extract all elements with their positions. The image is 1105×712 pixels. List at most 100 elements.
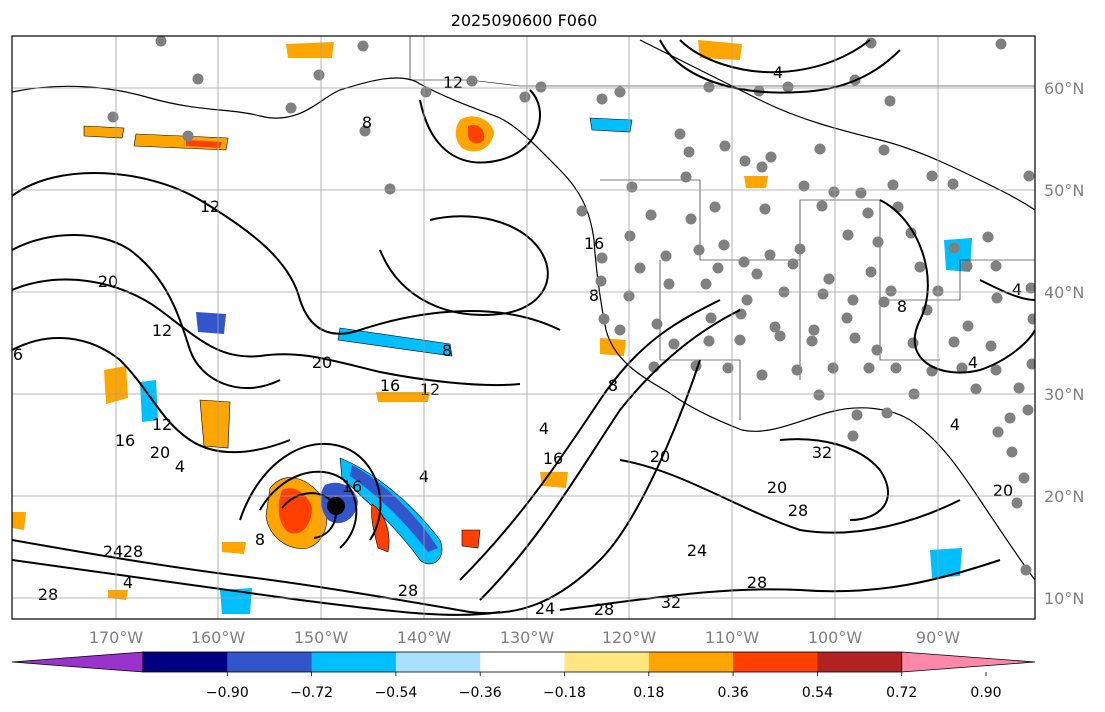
colorbar-tick-label: −0.54 xyxy=(374,685,417,701)
colorbar: −0.90 −0.72 −0.54 −0.36 −0.18 0.18 0.36 0.54 0.7… xyxy=(12,652,1035,701)
station-dot xyxy=(577,206,588,217)
contour-label: 12 xyxy=(420,380,440,399)
station-dot xyxy=(1028,314,1039,325)
station-dot xyxy=(891,363,902,374)
colorbar-extend-low xyxy=(12,652,143,672)
station-dot xyxy=(962,261,973,272)
colorbar-tick-label: 0.54 xyxy=(802,685,833,701)
station-dot xyxy=(757,162,768,173)
station-dot xyxy=(661,251,672,262)
latitude-labels: 60°N 50°N 40°N 30°N 20°N 10°N xyxy=(1044,79,1084,608)
colorbar-extend-high xyxy=(902,652,1035,672)
longitude-label: 90°W xyxy=(916,628,960,647)
shade-patch xyxy=(744,176,768,188)
storm-center-marker xyxy=(327,497,345,515)
colorbar-tick-label: 0.90 xyxy=(970,685,1001,701)
station-dot xyxy=(1023,405,1034,416)
contour-label: 20 xyxy=(98,272,118,291)
station-dot xyxy=(652,319,663,330)
colorbar-segment xyxy=(227,652,312,672)
station-dot xyxy=(971,384,982,395)
station-dot xyxy=(314,70,325,81)
colorbar-tick-label: −0.18 xyxy=(543,685,586,701)
station-dot xyxy=(597,94,608,105)
contour-label: 8 xyxy=(255,530,265,549)
station-dot xyxy=(848,295,859,306)
station-dot xyxy=(872,345,883,356)
contour-label: 20 xyxy=(150,443,170,462)
station-dot xyxy=(694,245,705,256)
station-dot xyxy=(775,331,786,342)
shade-patch xyxy=(200,400,230,448)
station-dot xyxy=(963,321,974,332)
station-dot xyxy=(520,92,531,103)
contour-label: 16 xyxy=(543,449,563,468)
shade-patch xyxy=(196,312,226,334)
station-dot xyxy=(1005,413,1016,424)
station-dot xyxy=(740,156,751,167)
contour-label: 16 xyxy=(342,477,362,496)
station-dot xyxy=(467,76,478,87)
latitude-label: 10°N xyxy=(1044,589,1084,608)
station-dot xyxy=(686,214,697,225)
colorbar-segment xyxy=(396,652,481,672)
contour-label: 4 xyxy=(1012,280,1022,299)
latitude-label: 20°N xyxy=(1044,487,1084,506)
shade-patch xyxy=(462,530,480,548)
station-dot xyxy=(193,74,204,85)
contour-label: 28 xyxy=(398,581,418,600)
colorbar-segment xyxy=(817,652,902,672)
latitude-label: 50°N xyxy=(1044,181,1084,200)
station-dot xyxy=(882,408,893,419)
latitude-label: 60°N xyxy=(1044,79,1084,98)
station-dot xyxy=(765,250,776,261)
station-dot xyxy=(719,240,730,251)
colorbar-tick-label: 0.72 xyxy=(886,685,917,701)
contour-label: 16 xyxy=(584,234,604,253)
station-dot xyxy=(706,313,717,324)
contour-label: 24 xyxy=(687,541,707,560)
station-dot xyxy=(704,82,715,93)
station-dot xyxy=(108,112,119,123)
latitude-label: 30°N xyxy=(1044,385,1084,404)
colorbar-tick-label: 0.36 xyxy=(718,685,749,701)
station-dot xyxy=(675,129,686,140)
shade-patch xyxy=(84,126,124,138)
station-dot xyxy=(807,336,818,347)
station-dot xyxy=(735,335,746,346)
station-dot xyxy=(888,180,899,191)
station-dot xyxy=(669,339,680,350)
station-dot xyxy=(720,141,731,152)
colorbar-tick-label: −0.72 xyxy=(290,685,333,701)
longitude-label: 150°W xyxy=(294,628,349,647)
station-dot xyxy=(824,274,835,285)
map-panel[interactable]: 12 8 12 20 6 12 20 8 16 12 16 20 4 12 4 16 20 8 4 16 8 4 28 4 20… xyxy=(12,36,1039,620)
station-dot xyxy=(635,263,646,274)
station-dot xyxy=(1027,359,1038,370)
station-dot xyxy=(742,295,753,306)
contour-label: 4 xyxy=(773,63,783,82)
longitude-labels: 170°W 160°W 150°W 140°W 130°W 120°W 110°W 100°W… xyxy=(89,628,960,647)
shade-patch xyxy=(12,512,26,530)
station-dot xyxy=(992,293,1003,304)
contour-label: 28 xyxy=(788,501,808,520)
station-dot xyxy=(818,289,829,300)
station-dot xyxy=(795,244,806,255)
colorbar-segment xyxy=(480,652,565,672)
station-dot xyxy=(597,253,608,264)
contour-label: 20 xyxy=(993,481,1013,500)
station-dot xyxy=(866,267,877,278)
colorbar-segment xyxy=(312,652,397,672)
longitude-label: 140°W xyxy=(397,628,452,647)
contour-label: 4 xyxy=(175,457,185,476)
contour-label: 4 xyxy=(539,419,549,438)
contour-label: 20 xyxy=(767,478,787,497)
station-dot xyxy=(1019,473,1030,484)
station-dot xyxy=(983,232,994,243)
station-dot xyxy=(739,257,750,268)
station-dot xyxy=(986,341,997,352)
contour-label: 6 xyxy=(13,345,23,364)
station-dot xyxy=(757,370,768,381)
contour-label: 20 xyxy=(650,447,670,466)
